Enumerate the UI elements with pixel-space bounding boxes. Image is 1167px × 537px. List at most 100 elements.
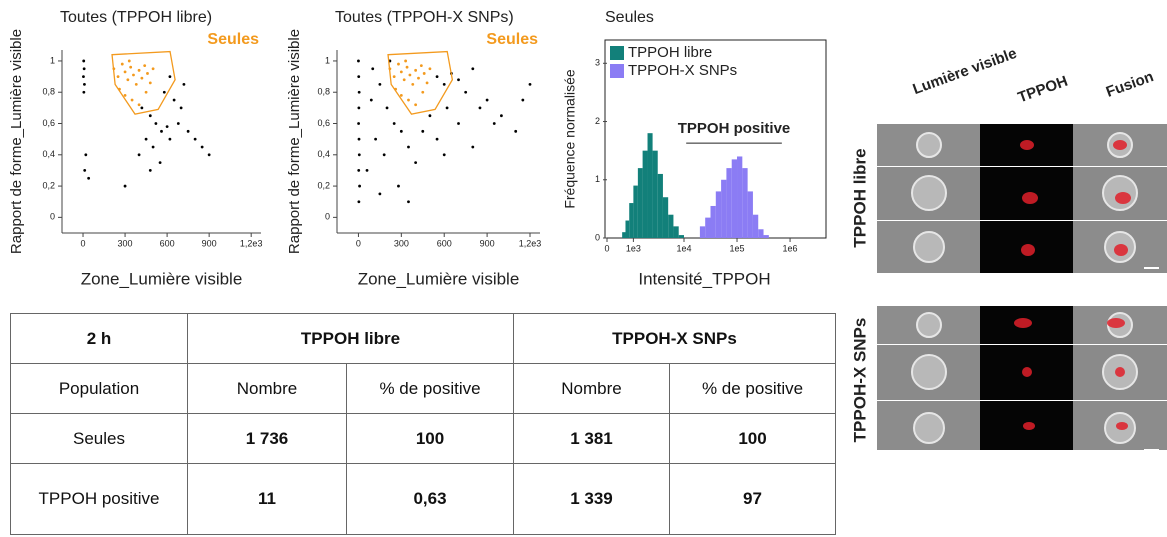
histogram-bar xyxy=(629,203,634,238)
point xyxy=(442,153,446,157)
point xyxy=(392,122,396,125)
table-subheader: Nombre xyxy=(187,363,347,414)
y-axis-label: Fréquence normalisée xyxy=(562,69,578,209)
point xyxy=(162,90,166,94)
point xyxy=(116,75,120,78)
point xyxy=(514,129,518,133)
point xyxy=(357,153,361,157)
point xyxy=(154,122,158,125)
point xyxy=(408,73,412,77)
point xyxy=(399,129,403,133)
point xyxy=(464,90,468,94)
chart-title: Toutes (TPPOH-X SNPs) xyxy=(335,9,514,26)
point xyxy=(137,103,141,107)
histogram-bar xyxy=(642,150,648,238)
point xyxy=(374,137,377,141)
point xyxy=(378,83,382,86)
point xyxy=(414,161,418,165)
point xyxy=(414,103,418,107)
x-tick-label: 300 xyxy=(394,238,409,248)
y-tick-label: 1 xyxy=(325,55,330,65)
y-tick-label: 0 xyxy=(595,232,600,242)
point xyxy=(392,75,396,78)
histogram-bar xyxy=(678,235,684,238)
point xyxy=(82,67,86,71)
point xyxy=(83,83,86,86)
column-label: Fusion xyxy=(1104,68,1156,101)
point xyxy=(140,106,144,110)
table-cell: 11 xyxy=(187,463,347,535)
table-cell: 1 381 xyxy=(513,413,670,464)
histogram-bar xyxy=(752,214,759,238)
point xyxy=(485,98,489,102)
point xyxy=(369,98,373,102)
point xyxy=(425,81,429,85)
point xyxy=(357,122,360,125)
histogram-bar xyxy=(705,217,711,238)
table-cell: TPPOH positive xyxy=(10,463,188,535)
point xyxy=(492,122,496,125)
histogram-bar xyxy=(731,159,738,238)
point xyxy=(371,67,375,71)
table-subheader: Population xyxy=(10,363,188,414)
point xyxy=(84,153,88,157)
point xyxy=(435,75,439,78)
point xyxy=(176,122,180,125)
histogram-bar xyxy=(622,232,626,238)
point xyxy=(457,78,460,82)
table-cell: 1 736 xyxy=(187,413,347,464)
point xyxy=(82,75,85,78)
y-tick-label: 0,4 xyxy=(42,149,55,159)
table-header: TPPOH libre xyxy=(187,313,514,364)
y-axis-label: Rapport de forme_Lumière visible xyxy=(8,29,25,254)
x-tick-label: 1e6 xyxy=(783,243,798,253)
point xyxy=(144,90,148,94)
table-cell: Seules xyxy=(10,413,188,464)
y-tick-label: 0,6 xyxy=(42,118,55,128)
column-label: Lumière visible xyxy=(911,45,1019,98)
point xyxy=(137,153,141,157)
point xyxy=(457,122,460,125)
point xyxy=(151,145,155,149)
x-tick-label: 1e5 xyxy=(730,243,745,253)
gate-label: Seules xyxy=(207,31,259,48)
x-axis-label: Zone_Lumière visible xyxy=(81,269,243,288)
x-tick-label: 1,2e3 xyxy=(240,238,263,248)
point xyxy=(382,153,386,157)
x-tick-label: 1e4 xyxy=(676,243,691,253)
point xyxy=(172,98,176,102)
point xyxy=(358,184,361,188)
legend-swatch xyxy=(610,64,624,78)
point xyxy=(148,169,152,172)
point xyxy=(442,83,446,86)
point xyxy=(123,184,127,188)
histogram-bar xyxy=(673,226,679,238)
point xyxy=(193,137,197,141)
point xyxy=(421,129,425,133)
point xyxy=(378,192,382,196)
point xyxy=(521,98,525,102)
point xyxy=(123,70,127,74)
table-header: 2 h xyxy=(10,313,188,364)
y-tick-label: 2 xyxy=(595,116,600,126)
y-tick-label: 0,2 xyxy=(317,180,330,190)
point xyxy=(397,62,400,66)
point xyxy=(168,137,172,141)
point xyxy=(168,75,172,78)
histogram-bar xyxy=(699,226,706,238)
table-cell: 100 xyxy=(669,413,836,464)
point xyxy=(158,161,162,165)
histogram-bar xyxy=(747,191,753,238)
point xyxy=(200,145,204,149)
y-tick-label: 3 xyxy=(595,58,600,68)
results-table: 2 h TPPOH libre TPPOH-X SNPs Population … xyxy=(10,313,836,535)
point xyxy=(182,83,186,86)
point xyxy=(407,145,410,149)
point xyxy=(132,73,135,77)
point xyxy=(151,67,155,71)
y-tick-label: 1 xyxy=(595,174,600,184)
table-cell: 0,63 xyxy=(346,463,514,535)
x-tick-label: 600 xyxy=(160,238,175,248)
point xyxy=(411,83,415,86)
chart-title: Seules xyxy=(605,9,654,26)
